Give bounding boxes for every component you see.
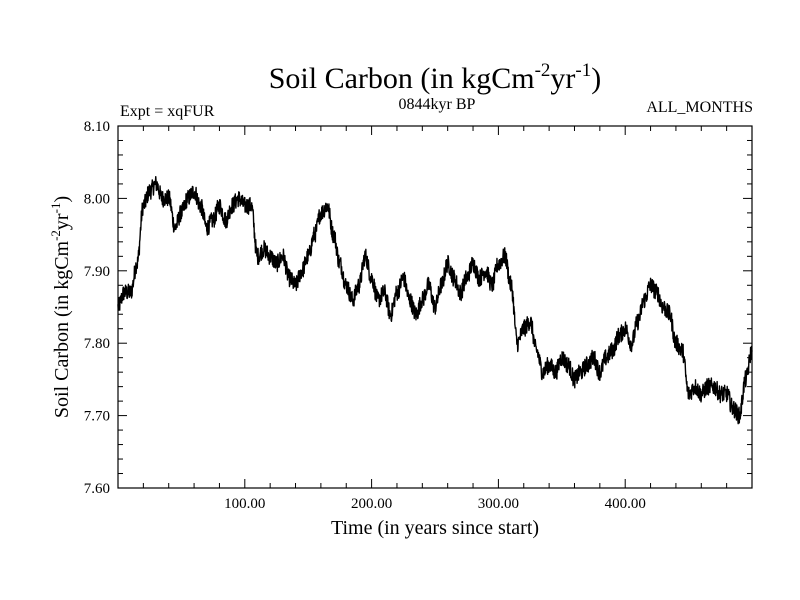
x-tick-label: 300.00 <box>478 496 519 512</box>
x-axis: 100.00 200.00 300.00 400.00 <box>142 126 728 512</box>
y-tick-label: 7.60 <box>84 481 110 497</box>
ylabel-main: Soil Carbon (in kgCm <box>51 240 73 418</box>
ylabel-close: ) <box>51 196 73 203</box>
y-tick-label: 7.80 <box>84 336 110 352</box>
title-exponent-2: -1 <box>575 60 591 81</box>
y-axis: 7.60 7.70 7.80 7.90 8.00 8.10 <box>84 119 752 497</box>
chart-title: Soil Carbon (in kgCm-2yr-1) <box>269 60 602 95</box>
title-exponent-1: -2 <box>535 60 551 81</box>
y-tick-label: 7.70 <box>84 409 110 425</box>
subtitle: 0844kyr BP <box>399 96 476 113</box>
y-axis-label: Soil Carbon (in kgCm-2yr-1) <box>48 196 73 418</box>
x-tick-label: 400.00 <box>605 496 646 512</box>
x-tick-label: 200.00 <box>351 496 392 512</box>
series-line-soil-carbon <box>117 175 753 425</box>
y-tick-label: 8.10 <box>84 119 110 135</box>
title-close: ) <box>591 62 601 95</box>
months-label: ALL_MONTHS <box>646 99 753 116</box>
title-main: Soil Carbon (in kgCm <box>269 62 535 95</box>
ylabel-exponent-1: -2 <box>48 230 63 241</box>
title-unit-yr: yr <box>550 62 575 95</box>
y-tick-label: 7.90 <box>84 264 110 280</box>
expt-label: Expt = xqFUR <box>120 103 215 120</box>
ylabel-exponent-2: -1 <box>48 203 63 214</box>
x-tick-label: 100.00 <box>224 496 265 512</box>
y-tick-label: 8.00 <box>84 191 110 207</box>
ylabel-unit-yr: yr <box>51 213 73 230</box>
x-axis-label: Time (in years since start) <box>331 517 539 539</box>
